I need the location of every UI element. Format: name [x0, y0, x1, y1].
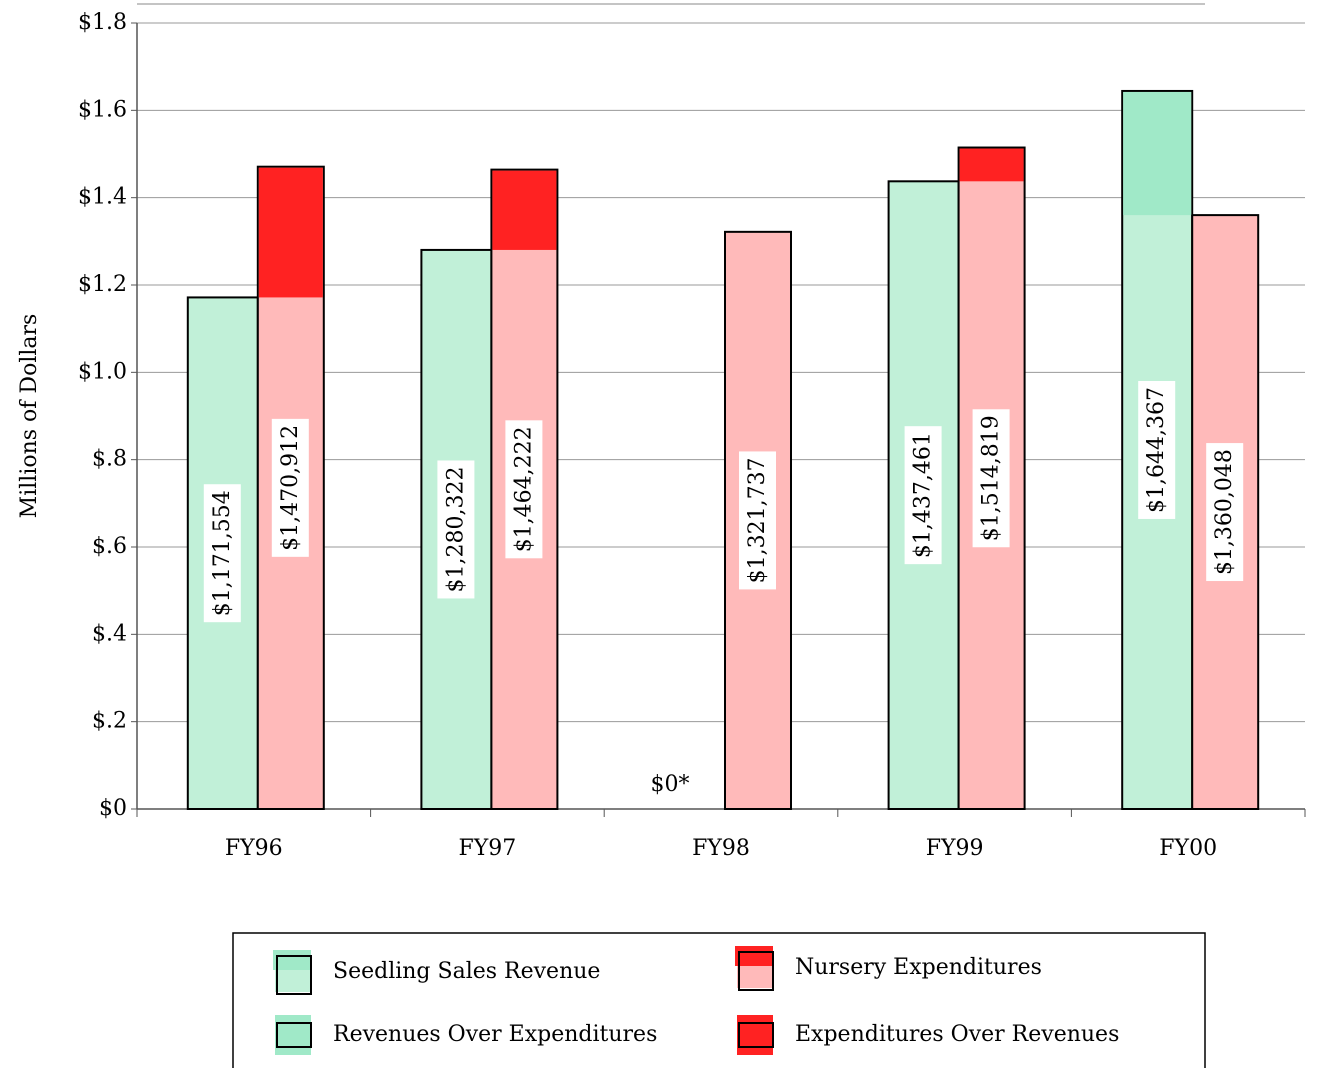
y-tick-label: $1.4: [78, 185, 127, 210]
legend-swatch-top: [735, 946, 773, 966]
y-tick-label: $.2: [92, 709, 127, 734]
y-axis-label: Millions of Dollars: [17, 314, 42, 519]
legend-label: Revenues Over Expenditures: [333, 1022, 657, 1047]
legend-swatch-top: [273, 950, 311, 970]
legend-label: Expenditures Over Revenues: [795, 1022, 1119, 1047]
value-label: $1,644,367: [1144, 387, 1169, 513]
x-tick-label: FY98: [692, 836, 750, 861]
difference-segment: [258, 167, 323, 298]
value-label-bg: [904, 426, 942, 565]
x-tick-label: FY97: [459, 836, 517, 861]
legend-swatch-outline: [276, 1022, 312, 1048]
y-tick-label: $1.6: [78, 97, 127, 122]
y-tick-label: $1.8: [78, 10, 127, 35]
difference-segment: [1123, 91, 1192, 216]
difference-segment: [959, 148, 1024, 182]
legend-label: Nursery Expenditures: [795, 955, 1042, 980]
legend-swatch: [737, 1015, 773, 1055]
x-tick-label: FY96: [225, 836, 283, 861]
value-label-bg: [505, 420, 543, 559]
y-tick-label: $0: [99, 796, 127, 821]
value-label-bg: [437, 460, 475, 599]
value-label-bg: [1138, 380, 1176, 519]
value-label: $1,464,222: [511, 426, 536, 552]
x-tick-label: FY99: [926, 836, 984, 861]
legend-label: Seedling Sales Revenue: [333, 959, 600, 984]
legend-swatch-outline: [276, 955, 312, 995]
value-label: $1,280,322: [443, 466, 468, 592]
value-label: $1,470,912: [278, 425, 303, 551]
value-label: $1,171,554: [210, 490, 235, 616]
y-tick-label: $.6: [92, 534, 127, 559]
value-label-bg: [271, 418, 309, 557]
x-tick-label: FY00: [1159, 836, 1217, 861]
legend-swatch-outline: [738, 951, 774, 991]
difference-segment: [492, 170, 557, 250]
value-label: $1,321,737: [745, 457, 770, 583]
legend-swatch: [275, 1015, 311, 1055]
value-label: $1,514,819: [979, 415, 1004, 541]
y-tick-label: $1.0: [78, 359, 127, 384]
value-label: $1,360,048: [1212, 449, 1237, 575]
legend-box: [232, 932, 1206, 1068]
value-label-bg: [203, 484, 241, 623]
y-tick-label: $.4: [92, 621, 127, 646]
y-tick-label: $1.2: [78, 272, 127, 297]
value-label-bg: [739, 451, 776, 590]
value-label-bg: [1206, 443, 1244, 582]
y-tick-label: $.8: [92, 447, 127, 472]
value-label: $0*: [651, 772, 690, 797]
value-label: $1,437,461: [911, 432, 936, 558]
legend-swatch-outline: [738, 1022, 774, 1048]
value-label-bg: [972, 409, 1010, 548]
